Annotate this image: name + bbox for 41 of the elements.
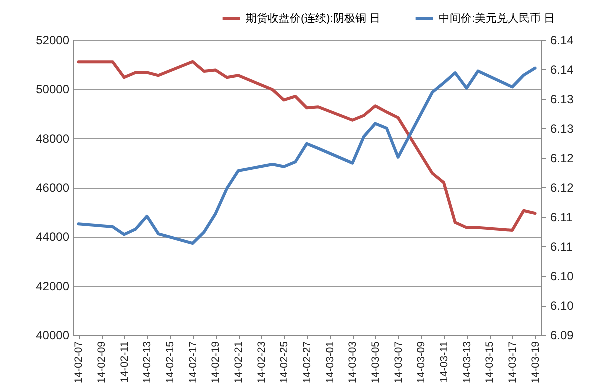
y-tick-label: 42000: [36, 279, 70, 294]
x-tick-label: 14-02-11: [118, 341, 131, 383]
y-tick-label: 50000: [36, 82, 70, 97]
x-tick-label: 14-02-25: [278, 341, 291, 384]
x-tick-label: 14-02-27: [302, 341, 314, 384]
x-tick-label: 14-02-21: [233, 341, 246, 384]
y2-tick-label: 6.13: [550, 92, 574, 106]
x-tick-label: 14-02-15: [164, 341, 177, 384]
x-tick-label: 14-02-07: [73, 341, 86, 384]
y2-tick-label: 6.14: [550, 34, 574, 48]
legend-label: 中间价:美元兑人民币 日: [439, 12, 556, 25]
x-tick-label: 14-03-17: [506, 341, 519, 384]
x-tick-label: 14-03-07: [392, 341, 405, 384]
y-tick-label: 40000: [36, 328, 70, 342]
y-tick-label: 48000: [36, 132, 70, 146]
x-tick-label: 14-03-03: [347, 341, 360, 384]
y-tick-label: 46000: [36, 181, 70, 195]
x-tick-label: 14-03-13: [461, 341, 474, 384]
y2-tick-label: 6.14: [550, 63, 574, 77]
y2-tick-label: 6.13: [550, 122, 574, 136]
legend-label: 期货收盘价(连续):阴极铜 日: [246, 12, 380, 25]
y-tick-label: 44000: [36, 230, 70, 244]
x-tick-label: 14-03-19: [530, 341, 542, 384]
y-tick-label: 52000: [36, 34, 70, 48]
y2-tick-label: 6.11: [550, 240, 574, 254]
x-tick-label: 14-02-09: [96, 341, 108, 384]
x-tick-label: 14-02-13: [142, 341, 154, 384]
x-tick-label: 14-03-09: [416, 341, 428, 384]
x-tick-label: 14-02-23: [256, 341, 268, 384]
x-tick-label: 14-03-11: [438, 341, 450, 383]
x-tick-label: 14-03-15: [484, 341, 496, 384]
x-tick-label: 14-03-05: [370, 341, 382, 384]
y2-tick-label: 6.12: [550, 152, 574, 166]
x-tick-label: 14-02-19: [210, 341, 222, 384]
y2-tick-label: 6.09: [550, 328, 574, 342]
x-tick-label: 14-03-01: [324, 341, 336, 384]
y2-tick-label: 6.10: [550, 299, 574, 313]
y2-tick-label: 6.10: [550, 270, 574, 284]
y2-tick-label: 6.11: [550, 210, 574, 224]
x-tick-label: 14-02-17: [187, 341, 200, 384]
y2-tick-label: 6.12: [550, 181, 574, 195]
